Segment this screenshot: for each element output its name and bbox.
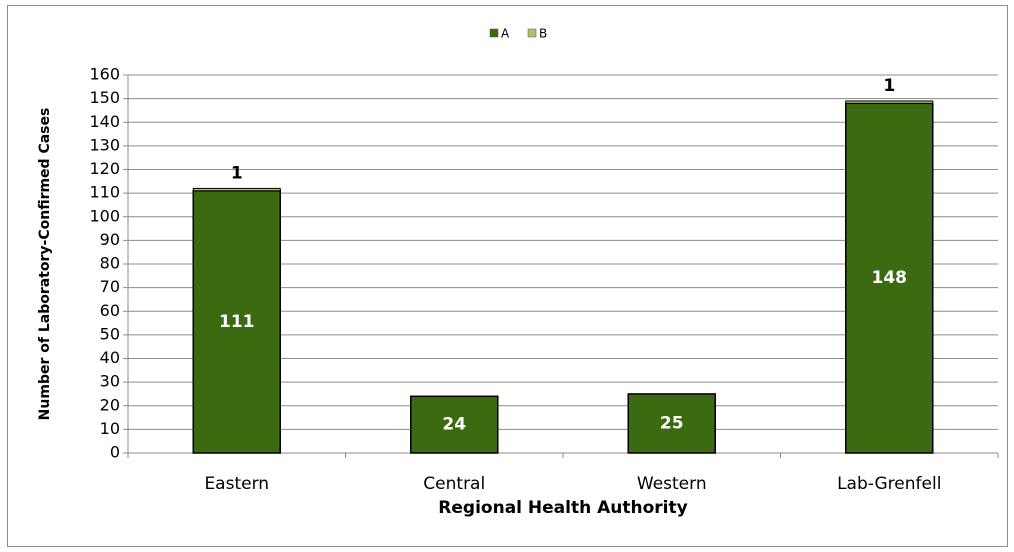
y-axis-title: Number of Laboratory-Confirmed Cases [37, 108, 53, 421]
data-label: 111 [219, 312, 255, 332]
y-tick-label: 110 [89, 183, 120, 202]
y-tick-label: 140 [89, 112, 120, 131]
y-tick-label: 50 [100, 324, 120, 343]
data-label: 148 [872, 268, 908, 288]
x-axis-title: Regional Health Authority [438, 498, 687, 518]
y-tick-label: 130 [89, 135, 120, 154]
x-tick-label: Eastern [204, 474, 269, 494]
y-tick-label: 80 [100, 254, 120, 273]
bar-segment [192, 190, 281, 454]
bar-segment [845, 102, 934, 454]
bar-segment [192, 187, 281, 192]
y-tick-label: 100 [89, 206, 120, 225]
legend-label: B [539, 27, 547, 41]
y-tick-label: 10 [100, 419, 120, 438]
chart-frame [7, 5, 1008, 547]
y-tick-label: 60 [100, 301, 120, 320]
bar-segment [845, 100, 934, 104]
y-tick-label: 0 [110, 443, 120, 462]
x-tick-label: Lab-Grenfell [837, 474, 941, 494]
data-label: 25 [660, 413, 684, 433]
y-tick-label: 30 [100, 372, 120, 391]
legend-label: A [501, 27, 510, 41]
y-tick-label: 90 [100, 230, 120, 249]
y-tick-label: 70 [100, 277, 120, 296]
data-label: 1 [883, 76, 895, 96]
bar-segment [410, 395, 499, 454]
y-tick-label: 150 [89, 88, 120, 107]
legend-swatch [527, 28, 537, 38]
y-tick-label: 20 [100, 395, 120, 414]
data-label: 24 [442, 415, 466, 435]
y-tick-label: 120 [89, 159, 120, 178]
y-tick-label: 160 [89, 65, 120, 84]
x-tick-label: Central [423, 474, 485, 494]
legend-swatch [489, 28, 499, 38]
y-tick-label: 40 [100, 348, 120, 367]
data-label: 1 [231, 163, 243, 183]
x-tick-label: Western [637, 474, 707, 494]
bar-segment [627, 393, 716, 454]
